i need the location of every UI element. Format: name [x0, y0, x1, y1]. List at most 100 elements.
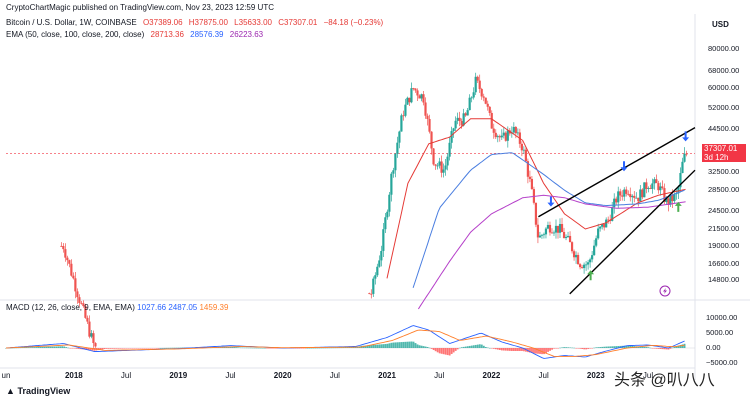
macd-histogram-bar — [256, 347, 258, 349]
macd-histogram-bar — [169, 347, 172, 349]
macd-histogram-bar — [609, 346, 612, 348]
candle-body — [585, 264, 588, 266]
macd-histogram-bar — [121, 348, 124, 349]
time-tick: Jul — [538, 371, 549, 380]
candle-body — [599, 226, 602, 229]
candle-body — [516, 132, 519, 134]
macd-histogram-bar — [93, 348, 96, 351]
symbol-title[interactable]: Bitcoin / U.S. Dollar, 1W, COINBASE — [6, 18, 137, 27]
macd-histogram-bar — [541, 348, 543, 355]
macd-histogram-bar — [101, 348, 104, 350]
macd-histogram-bar — [115, 348, 118, 349]
macd-histogram-bar — [506, 348, 509, 351]
macd-histogram-bar — [651, 348, 654, 349]
macd-histogram-bar — [17, 347, 19, 349]
macd-histogram-bar — [597, 347, 600, 348]
ema-legend: EMA (50, close, 100, close, 200, close) … — [6, 30, 267, 39]
candle-body — [472, 92, 475, 98]
macd-histogram-bar — [316, 347, 319, 349]
macd-histogram-bar — [304, 348, 307, 349]
candle-body — [607, 219, 610, 221]
candle-body — [60, 245, 63, 247]
price-tick: 21500.00 — [708, 223, 740, 233]
macd-histogram-bar — [276, 348, 278, 349]
candle-body — [635, 197, 638, 199]
macd-histogram-bar — [354, 347, 357, 348]
candle-body — [76, 291, 79, 298]
price-tick: 32500.00 — [708, 167, 740, 177]
candle-body — [80, 302, 83, 304]
macd-histogram-bar — [649, 347, 652, 349]
macd-histogram-bar — [71, 348, 74, 349]
candle-body — [637, 197, 640, 202]
candle-body — [456, 117, 459, 121]
candle-body — [530, 178, 534, 190]
candle-body — [659, 186, 662, 191]
macd-histogram-bar — [398, 342, 401, 348]
candle-body — [617, 191, 620, 203]
candle-body — [500, 135, 503, 138]
macd-histogram-bar — [113, 348, 116, 349]
macd-histogram-bar — [589, 348, 592, 349]
macd-histogram-bar — [107, 348, 110, 349]
macd-histogram-bar — [179, 347, 182, 349]
macd-histogram-bar — [533, 348, 535, 354]
candle-body — [544, 228, 548, 235]
ohlc-close: C37307.01 — [278, 18, 318, 27]
candle-body — [464, 113, 467, 116]
candle-body — [645, 182, 648, 190]
candle-body — [649, 188, 652, 189]
macd-histogram-bar — [478, 344, 481, 348]
macd-histogram-bar — [450, 348, 453, 354]
macd-histogram-bar — [322, 347, 325, 349]
candle-body — [400, 115, 403, 132]
macd-histogram-bar — [157, 348, 160, 349]
candle-body — [90, 333, 93, 337]
candle-body — [438, 161, 441, 166]
tradingview-logo[interactable]: ▲ TradingView — [6, 386, 70, 396]
macd-histogram-bar — [244, 347, 246, 349]
arrow-down-icon — [620, 161, 628, 172]
macd-histogram-bar — [296, 348, 298, 349]
macd-histogram-bar — [627, 345, 630, 348]
macd-histogram-bar — [129, 348, 132, 349]
candle-body — [460, 121, 463, 126]
macd-histogram-bar — [394, 342, 397, 348]
macd-histogram-bar — [79, 348, 82, 350]
candle-body — [643, 182, 646, 198]
candle-body — [468, 97, 471, 111]
macd-title[interactable]: MACD (12, 26, close, 9, EMA, EMA) — [6, 303, 135, 312]
macd-histogram-bar — [436, 348, 439, 353]
macd-tick: 0.00 — [706, 343, 721, 352]
macd-histogram-bar — [452, 348, 455, 353]
candle-body — [440, 161, 443, 173]
macd-histogram-bar — [655, 348, 658, 349]
macd-hist-value: 1027.66 — [137, 303, 167, 312]
macd-histogram-bar — [37, 347, 40, 348]
candle-body — [474, 76, 477, 93]
macd-histogram-bar — [149, 348, 152, 349]
macd-histogram-bar — [47, 346, 50, 348]
candle-body — [482, 96, 485, 98]
macd-histogram-bar — [350, 347, 353, 348]
macd-histogram-bar — [480, 344, 483, 348]
candle-body — [396, 142, 399, 154]
macd-histogram-bar — [519, 348, 521, 351]
candle-body — [506, 130, 509, 141]
ema-title[interactable]: EMA (50, close, 100, close, 200, close) — [6, 30, 145, 39]
macd-histogram-bar — [396, 342, 399, 348]
macd-histogram-bar — [490, 348, 493, 349]
macd-histogram-bar — [466, 346, 469, 348]
candle-body — [450, 131, 453, 143]
macd-histogram-bar — [53, 346, 56, 348]
candle-body — [542, 234, 546, 236]
candle-body — [398, 131, 401, 143]
macd-histogram-bar — [336, 347, 339, 349]
candle-body — [631, 195, 634, 198]
candle-body — [68, 260, 71, 264]
macd-histogram-bar — [153, 348, 156, 349]
candle-body — [378, 260, 381, 267]
candle-body — [683, 153, 686, 162]
candle-body — [520, 143, 523, 151]
